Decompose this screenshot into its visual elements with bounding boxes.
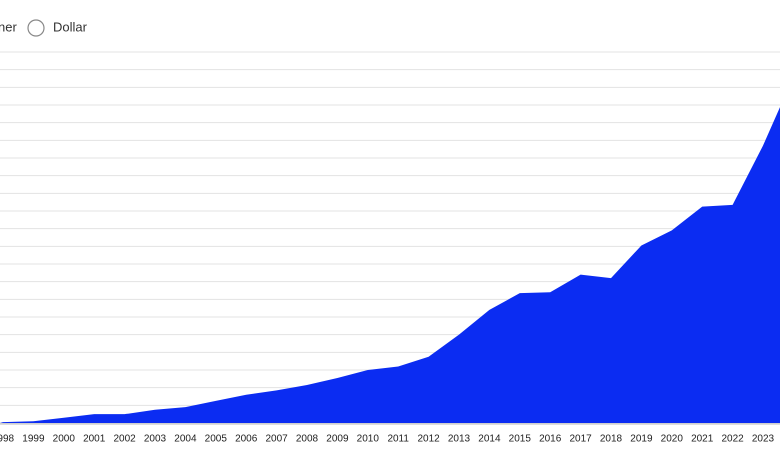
x-tick-label: 2010 (357, 434, 380, 445)
x-tick-label: 2015 (509, 434, 532, 445)
x-tick-label: 2023 (752, 434, 775, 445)
x-tick-label: 2003 (144, 434, 167, 445)
x-tick-label: 2008 (296, 434, 319, 445)
x-tick-label: 2002 (113, 434, 136, 445)
x-tick-label: 2014 (478, 434, 501, 445)
x-tick-label: 1998 (0, 434, 15, 445)
x-tick-label: 2016 (539, 434, 562, 445)
x-tick-label: 2009 (326, 434, 349, 445)
radio-button[interactable] (27, 19, 45, 37)
x-tick-label: 2011 (387, 434, 409, 445)
x-tick-label: 2004 (174, 434, 197, 445)
x-tick-label: 2007 (265, 434, 288, 445)
x-tick-label: 2019 (630, 434, 653, 445)
x-tick-label: 2021 (691, 434, 714, 445)
x-tick-label: 2017 (569, 434, 592, 445)
x-tick-label: 2020 (661, 434, 684, 445)
x-tick-label: 2001 (83, 434, 106, 445)
option-label[interactable]: ner (0, 19, 17, 34)
x-tick-label: 1999 (22, 434, 45, 445)
x-tick-label: 2006 (235, 434, 258, 445)
x-tick-label: 2005 (205, 434, 228, 445)
x-tick-label: 2012 (417, 434, 440, 445)
area (0, 107, 780, 423)
x-tick-label: 2022 (721, 434, 744, 445)
x-tick-label: 2000 (53, 434, 76, 445)
x-tick-label: 2018 (600, 434, 623, 445)
legend: ner Dollar (0, 19, 88, 37)
x-tick-label: 2013 (448, 434, 471, 445)
option-label[interactable]: Dollar (53, 19, 88, 34)
